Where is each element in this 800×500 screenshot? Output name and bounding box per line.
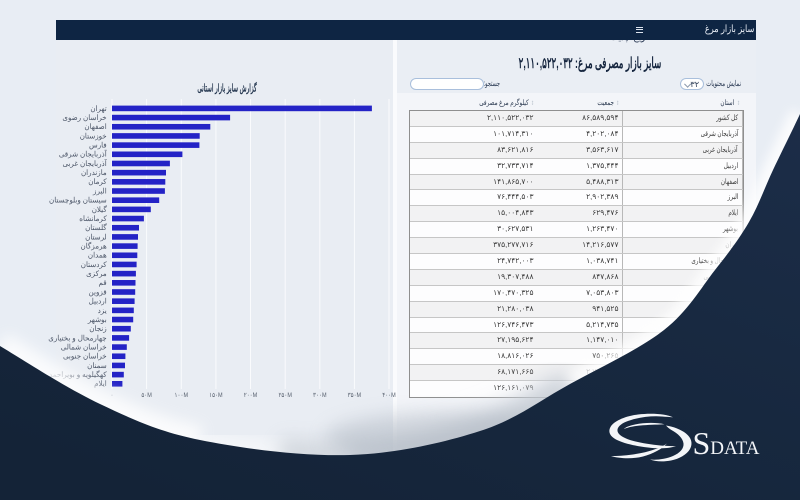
svg-text:بوشهر: بوشهر	[87, 315, 107, 324]
svg-text:۲۵۰M: ۲۵۰M	[278, 393, 291, 399]
svg-text:خوزستان: خوزستان	[80, 131, 107, 140]
svg-text:یزد: یزد	[98, 306, 107, 315]
svg-text:کرمانشاه: کرمانشاه	[79, 214, 107, 223]
svg-text:خراسان جنوبی: خراسان جنوبی	[63, 351, 107, 360]
svg-text:ایلام: ایلام	[94, 379, 107, 388]
svg-text:گلستان: گلستان	[85, 223, 107, 232]
svg-text:کرمان: کرمان	[88, 177, 107, 186]
svg-text:چهارمحال و بختیاری: چهارمحال و بختیاری	[48, 333, 106, 342]
svg-text:کردستان: کردستان	[81, 260, 107, 269]
svg-text:SDATA: SDATA	[693, 425, 760, 461]
svg-text:اصفهان: اصفهان	[84, 122, 106, 131]
svg-text:۱۵۰M: ۱۵۰M	[209, 393, 222, 399]
svg-text:سمنان: سمنان	[87, 361, 107, 370]
svg-text:اردبیل: اردبیل	[89, 296, 107, 305]
svg-text:آذربایجان غربی: آذربایجان غربی	[63, 158, 108, 168]
svg-text:زنجان: زنجان	[89, 324, 106, 333]
svg-text:گیلان: گیلان	[92, 205, 108, 214]
svg-text:۵۰M: ۵۰M	[141, 393, 152, 399]
svg-text:۴۰۰M: ۴۰۰M	[382, 393, 395, 399]
svg-text:خراسان رضوی: خراسان رضوی	[62, 113, 106, 122]
svg-text:البرز: البرز	[92, 186, 107, 195]
svg-text:سیستان وبلوچستان: سیستان وبلوچستان	[49, 195, 107, 204]
svg-text:۳۰۰M: ۳۰۰M	[313, 393, 326, 399]
svg-text:۲۰۰M: ۲۰۰M	[244, 393, 257, 399]
svg-text:مرکزی: مرکزی	[86, 269, 107, 278]
svg-text:۰: ۰	[111, 393, 114, 399]
svg-text:آذربایجان شرقی: آذربایجان شرقی	[59, 148, 108, 158]
svg-text:خراسان شمالی: خراسان شمالی	[61, 342, 107, 351]
svg-text:کهگیلویه و بویراحمد: کهگیلویه و بویراحمد	[49, 370, 107, 379]
svg-text:همدان: همدان	[88, 251, 107, 260]
svg-text:مازندران: مازندران	[81, 168, 107, 177]
svg-text:۱۰۰M: ۱۰۰M	[175, 393, 188, 399]
svg-text:گزارش سایز بازار استانی: گزارش سایز بازار استانی	[197, 82, 256, 96]
svg-text:فارس: فارس	[89, 140, 107, 149]
svg-text:۳۵۰M: ۳۵۰M	[348, 393, 361, 399]
svg-text:هرمزگان: هرمزگان	[81, 241, 107, 250]
svg-text:تهران: تهران	[90, 104, 106, 113]
svg-text:لرستان: لرستان	[85, 232, 107, 241]
svg-text:قم: قم	[99, 278, 107, 287]
svg-text:قزوین: قزوین	[89, 287, 107, 296]
